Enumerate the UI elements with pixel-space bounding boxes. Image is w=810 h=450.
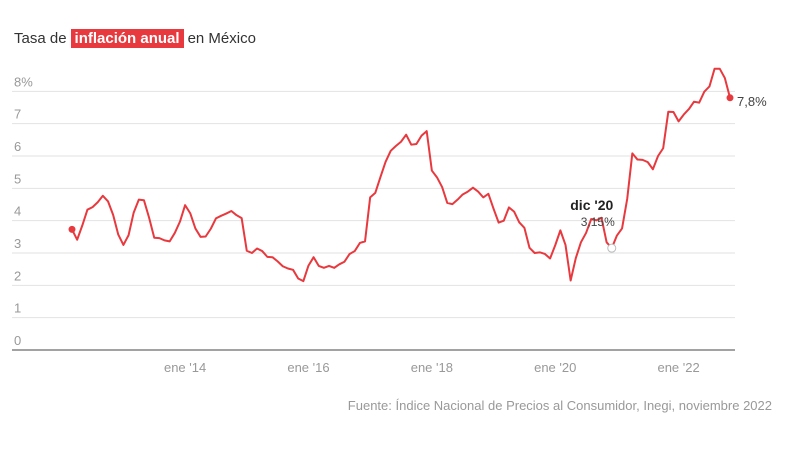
- y-tick-label: 6: [14, 139, 21, 154]
- title-after: en México: [187, 30, 256, 47]
- y-tick-label: 3: [14, 236, 21, 251]
- y-tick-label: 7: [14, 107, 21, 122]
- line: [71, 67, 731, 283]
- end-dot: [726, 94, 734, 102]
- source: Fuente: Índice Nacional de Precios al Co…: [348, 398, 772, 413]
- y-tick-label: 5: [14, 171, 21, 186]
- x-tick-label: ene '14: [164, 360, 206, 375]
- y-tick-label: 1: [14, 301, 21, 316]
- x-tick-label: ene '16: [287, 360, 329, 375]
- start-dot: [68, 225, 76, 233]
- y-tick-label: 0: [14, 333, 21, 348]
- annotation-dot: [607, 243, 617, 253]
- end-value: 7,8%: [737, 94, 767, 109]
- annotation-label: dic '20: [570, 197, 613, 213]
- title-before: Tasa de: [14, 30, 67, 47]
- y-tick-label: 4: [14, 204, 21, 219]
- x-tick-label: ene '20: [534, 360, 576, 375]
- title-highlight: inflación anual: [70, 29, 184, 48]
- y-tick-label: 2: [14, 268, 21, 283]
- chart-title: Tasa de inflación anual en México: [14, 29, 256, 48]
- y-tick-label: 8%: [14, 74, 33, 89]
- annotation-value: 3,15%: [581, 215, 615, 229]
- x-tick-label: ene '22: [657, 360, 699, 375]
- x-tick-label: ene '18: [411, 360, 453, 375]
